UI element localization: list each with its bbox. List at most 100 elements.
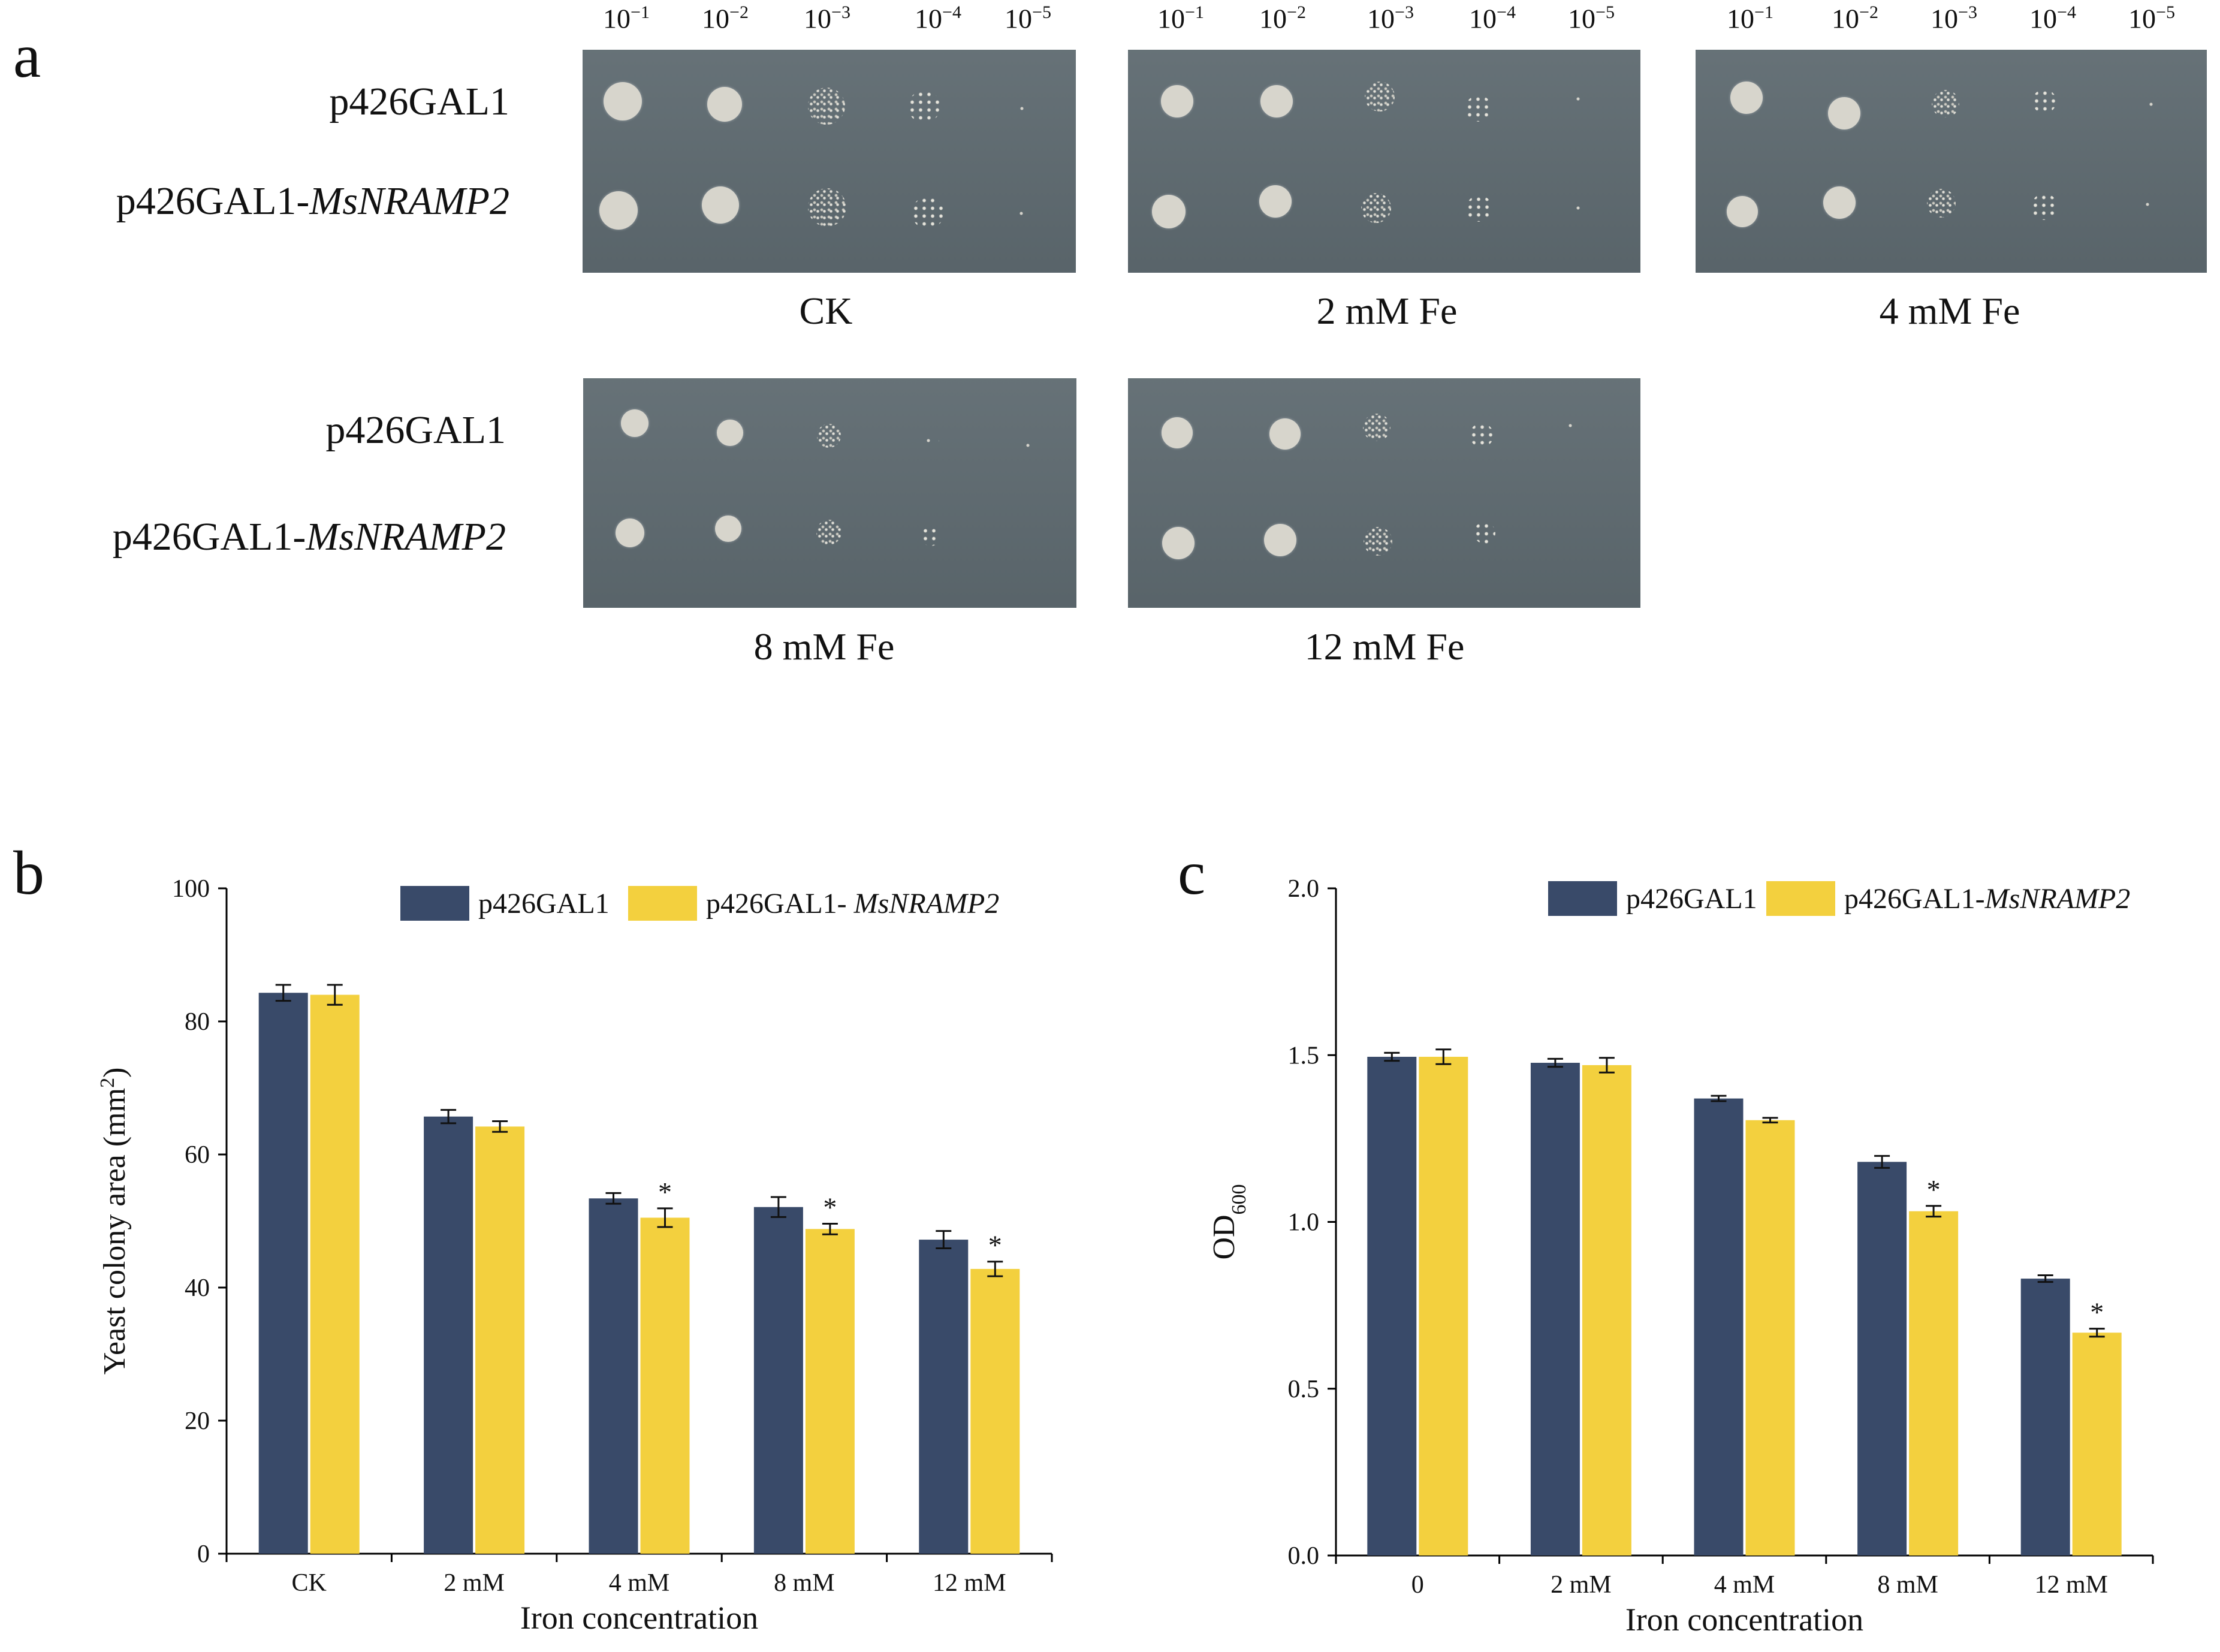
bar-control [753, 1207, 803, 1554]
colony-spot-control [717, 420, 743, 446]
y-axis-label: Yeast colony area (mm2) [96, 1068, 132, 1375]
y-axis-label: OD600 [1207, 1184, 1250, 1259]
colony-spot-transgenic [1572, 201, 1583, 212]
dilution-label: 10−5 [1568, 2, 1615, 34]
colony-spot-control [1260, 85, 1293, 117]
colony-spot-control [1161, 85, 1193, 117]
colony-spot-control [2145, 98, 2157, 110]
x-axis-label: Iron concentration [1625, 1602, 1863, 1638]
x-tick-label: 8 mM [1877, 1571, 1938, 1599]
colony-spot-control [1932, 90, 1959, 117]
y-tick-label: 40 [185, 1274, 210, 1302]
strain-label-control: p426GAL1 [329, 80, 509, 123]
colony-spot-transgenic [1361, 193, 1391, 223]
colony-spot-transgenic [616, 518, 644, 547]
colony-spot-control [817, 424, 841, 448]
y-tick-label: 20 [185, 1407, 210, 1435]
plate-ck [583, 50, 1076, 273]
dilution-label: 10−2 [702, 2, 749, 34]
x-tick-label: 12 mM [2034, 1571, 2108, 1599]
dilution-label: 10−2 [1259, 2, 1306, 34]
dilution-label: 10−1 [603, 2, 650, 34]
colony-spot-control [1564, 419, 1579, 433]
y-tick-label: 60 [185, 1141, 210, 1169]
dilution-label: 10−5 [1005, 2, 1051, 34]
panel-b-letter: b [13, 839, 44, 908]
colony-spot-control [621, 409, 648, 437]
chart-od600: 0.0 0.5 1.0 1.5 2.0 0 2 mM 4 mM 8 mM 12 mM * * Iron … [1207, 875, 2154, 1638]
x-tick-label: 4 mM [609, 1569, 670, 1597]
colony-spot-control [1269, 418, 1301, 450]
colony-spot-transgenic [912, 197, 944, 229]
bar-control [2020, 1279, 2070, 1555]
plate-caption-12mm-fe: 12 mM Fe [1304, 625, 1465, 668]
colony-spot-control [1828, 97, 1860, 129]
colony-spot-transgenic [808, 188, 846, 227]
colony-spot-control [1162, 417, 1193, 448]
dilution-label: 10−4 [915, 2, 961, 34]
x-tick-label: 8 mM [774, 1569, 835, 1597]
colony-spot-control [1363, 414, 1390, 441]
plate-2mm-fe [1128, 50, 1640, 273]
colony-spot-control [1016, 102, 1030, 116]
bar-transgenic [805, 1229, 855, 1554]
colony-spot-transgenic [1152, 195, 1186, 228]
colony-spot-control [808, 88, 845, 125]
colony-spot-transgenic [1466, 195, 1492, 222]
bar-control [1694, 1098, 1744, 1555]
bar-transgenic [1419, 1057, 1468, 1555]
colony-spot-transgenic [921, 527, 940, 546]
y-tick-label: 100 [172, 875, 210, 903]
colony-spot-transgenic [1015, 207, 1025, 216]
legend-label-transgenic: p426GAL1- MsNRAMP2 [706, 888, 999, 920]
strain-gene-name: MsNRAMP2 [309, 179, 509, 223]
significance-marker: * [1927, 1174, 1941, 1205]
colony-spot-transgenic [2141, 198, 2151, 207]
chart-colony-area: 0 20 40 60 80 100 CK 2 mM 4 mM 8 mM 12 mM * * * Iron c… [96, 875, 1053, 1636]
legend-swatch-control [1548, 881, 1617, 916]
plate-caption-8mm-fe: 8 mM Fe [753, 625, 895, 668]
panel-a-letter: a [13, 22, 41, 91]
significance-marker: * [658, 1177, 672, 1207]
bar-control [258, 993, 308, 1554]
dilution-label: 10−1 [1157, 2, 1204, 34]
bar-transgenic [640, 1217, 690, 1554]
dilution-label: 10−5 [2128, 2, 2175, 34]
significance-marker: * [2090, 1297, 2104, 1328]
x-tick-label: CK [292, 1569, 327, 1597]
legend-label-transgenic: p426GAL1-MsNRAMP2 [1844, 883, 2130, 915]
bar-control [919, 1240, 969, 1554]
bar-control [1857, 1162, 1907, 1555]
colony-spot-transgenic [1823, 186, 1856, 219]
bar-transgenic [1745, 1120, 1795, 1555]
colony-spot-control [908, 91, 940, 123]
y-tick-label: 1.0 [1288, 1209, 1320, 1237]
x-tick-label: 2 mM [444, 1569, 505, 1597]
colony-spot-transgenic [715, 516, 741, 542]
y-tick-label: 1.5 [1288, 1042, 1320, 1069]
strain-gene-name: MsNRAMP2 [306, 515, 506, 559]
colony-spot-transgenic [702, 186, 739, 224]
bar-transgenic [1582, 1065, 1631, 1555]
dilution-label: 10−2 [1832, 2, 1878, 34]
colony-spot-control [1470, 423, 1494, 447]
bar-transgenic [475, 1126, 525, 1554]
significance-marker: * [988, 1230, 1002, 1261]
colony-spot-control [1465, 95, 1492, 122]
y-tick-label: 0.5 [1288, 1376, 1320, 1403]
dilution-label: 10−4 [1469, 2, 1516, 34]
strain-label-transgenic: p426GAL1-MsNRAMP2 [0, 179, 509, 224]
dilution-label: 10−3 [1367, 2, 1414, 34]
colony-spot-control [1365, 82, 1395, 111]
colony-spot-transgenic [1727, 196, 1758, 227]
panel-c-letter: c [1178, 839, 1206, 908]
colony-spot-transgenic [816, 520, 841, 545]
legend-swatch-control [400, 886, 469, 921]
significance-marker: * [823, 1192, 837, 1222]
colony-spot-transgenic [1474, 522, 1495, 544]
plate-caption-ck: CK [799, 290, 853, 332]
x-tick-label: 12 mM [933, 1569, 1006, 1597]
colony-spot-transgenic [1259, 185, 1292, 218]
colony-spot-control [1730, 82, 1763, 114]
plate-caption-4mm-fe: 4 mM Fe [1879, 290, 2020, 332]
